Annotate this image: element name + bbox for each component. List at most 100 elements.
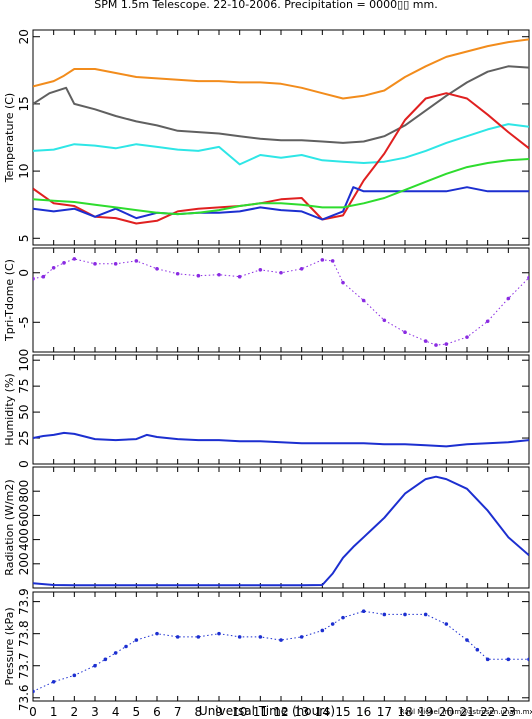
data-point xyxy=(361,609,366,614)
y-tick-label: 0 xyxy=(17,460,31,468)
y-tick-label: 25 xyxy=(17,430,31,445)
x-tick-label: 17 xyxy=(377,705,392,719)
x-tick-label: 0 xyxy=(29,705,37,719)
data-point xyxy=(527,657,529,662)
data-point xyxy=(330,259,335,263)
data-point xyxy=(134,638,139,642)
series-group xyxy=(33,38,529,225)
x-tick-label: 6 xyxy=(153,705,161,719)
y-tick-label: 600 xyxy=(17,504,31,527)
x-tick-label: 1 xyxy=(50,705,58,719)
x-tick-label: 11 xyxy=(253,705,268,719)
y-tick-label: 100 xyxy=(17,349,31,372)
x-tick-label: 13 xyxy=(294,705,309,719)
data-point xyxy=(155,267,159,271)
x-tick-label: 20 xyxy=(439,705,454,719)
x-axis-label: Universal Time (hours) xyxy=(199,704,335,718)
series-trace xyxy=(33,258,529,346)
x-tick-label: 23 xyxy=(501,705,516,719)
y-axis-label: Tpri-Tdome (C) xyxy=(3,259,16,342)
data-point xyxy=(506,657,511,662)
data-point xyxy=(258,635,263,639)
x-tick-label: 14 xyxy=(315,705,330,719)
y-tick-label: 75 xyxy=(17,379,31,394)
data-point xyxy=(423,339,428,343)
panel-temperature: 5 10 15 20 Temperature (C) xyxy=(3,29,530,246)
data-point xyxy=(403,330,407,334)
series-group xyxy=(33,475,529,587)
y-tick-label: 73.8 xyxy=(17,620,31,647)
series-line-3 xyxy=(33,92,529,225)
data-point xyxy=(299,635,304,639)
y-tick-label: 50 xyxy=(17,404,31,419)
y-axis-label: Pressure (kPa) xyxy=(3,607,16,685)
x-tick-label: 8 xyxy=(195,705,203,719)
data-point xyxy=(175,635,180,639)
y-tick-label: 73.9 xyxy=(17,588,31,615)
series-line-2 xyxy=(33,123,529,166)
y-tick-label: -5 xyxy=(17,316,31,328)
series-line-0 xyxy=(33,431,529,448)
x-tick-label: 5 xyxy=(133,705,141,719)
x-axis-ticks: 0 1 2 3 4 5 6 7 8 9 10 11 12 13 14 15 16 17 18 19 20 21 22 23 xyxy=(29,705,516,719)
data-point xyxy=(279,638,283,642)
y-axis-label: Humidity (%) xyxy=(3,373,16,445)
x-tick-label: 3 xyxy=(91,705,99,719)
y-tick-label: 20 xyxy=(17,29,31,44)
y-tick-label: 200 xyxy=(17,552,31,575)
x-tick-label: 19 xyxy=(418,705,433,719)
series-line-4 xyxy=(33,186,529,221)
data-point xyxy=(51,679,56,684)
y-axis-label: Temperature (C) xyxy=(3,93,16,183)
data-point xyxy=(237,274,242,279)
x-tick-label: 2 xyxy=(71,705,79,719)
y-tick-label: 10 xyxy=(17,163,31,178)
series-line-1 xyxy=(33,65,529,144)
y-tick-label: 73.6 xyxy=(17,684,31,711)
x-tick-label: 7 xyxy=(174,705,182,719)
data-point xyxy=(279,270,283,275)
data-point xyxy=(382,612,387,617)
panel-frame xyxy=(32,591,530,702)
series-group xyxy=(33,431,529,448)
data-point xyxy=(196,635,201,639)
data-point xyxy=(155,631,159,636)
x-tick-label: 22 xyxy=(480,705,495,719)
series-line-0 xyxy=(33,38,529,100)
chart-title: SPM 1.5m Telescope. 22-10-2006. Precipit… xyxy=(94,0,437,11)
x-tick-label: 4 xyxy=(112,705,120,719)
y-tick-label: 5 xyxy=(17,234,31,242)
data-point xyxy=(93,262,97,266)
data-point xyxy=(299,267,304,271)
x-tick-label: 9 xyxy=(215,705,223,719)
y-tick-label: 15 xyxy=(17,96,31,111)
data-point xyxy=(527,275,529,280)
y-tick-label: 800 xyxy=(17,480,31,503)
series-group xyxy=(33,609,529,694)
author-credit: Raul Michel (rmm@astrosen.unam.mx) xyxy=(400,708,532,716)
data-point xyxy=(72,257,77,261)
x-tick-label: 12 xyxy=(273,705,288,719)
panel-frame xyxy=(32,466,530,589)
y-tick-label: 73.7 xyxy=(17,652,31,679)
data-point xyxy=(41,274,46,279)
y-tick-label: 400 xyxy=(17,528,31,551)
series-trace xyxy=(33,610,529,692)
series-group xyxy=(33,257,529,347)
series-line-5 xyxy=(33,158,529,216)
x-tick-label: 16 xyxy=(356,705,371,719)
data-point xyxy=(444,342,449,346)
data-point xyxy=(196,273,201,278)
x-tick-label: 10 xyxy=(232,705,247,719)
data-point xyxy=(217,631,221,636)
y-tick-label: 0 xyxy=(17,269,31,277)
panel-frame xyxy=(32,354,530,465)
series-line-0 xyxy=(33,475,529,587)
y-axis-label: Radiation (W/m2) xyxy=(3,479,16,575)
x-tick-label: 15 xyxy=(335,705,350,719)
